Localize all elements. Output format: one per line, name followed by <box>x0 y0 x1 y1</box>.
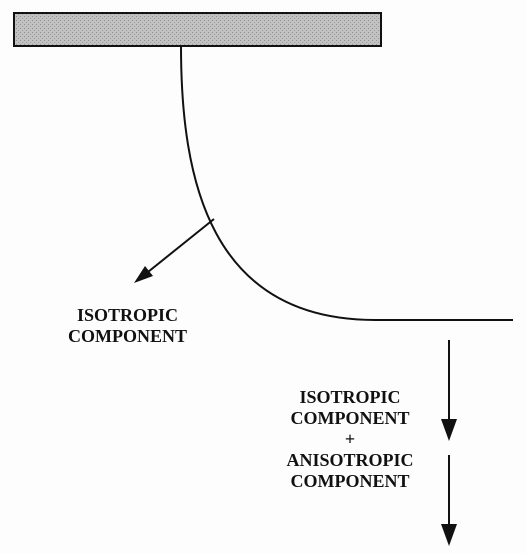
isotropic-label-line-2: COMPONENT <box>68 326 187 346</box>
combined-label-line-3: ANISOTROPIC <box>286 450 414 470</box>
deflection-curve <box>180 45 513 321</box>
combined-arrow-lower <box>441 455 457 546</box>
combined-component-label: ISOTROPIC COMPONENT + ANISOTROPIC COMPON… <box>255 387 445 492</box>
combined-label-line-1: ISOTROPIC <box>299 387 401 407</box>
isotropic-arrow <box>134 218 215 283</box>
isotropic-label-line-1: ISOTROPIC <box>76 305 179 325</box>
combined-label-line-2: COMPONENT <box>290 408 410 428</box>
support-bar <box>13 12 382 47</box>
combined-label-plus: + <box>344 429 356 449</box>
combined-arrow-upper <box>441 340 457 441</box>
combined-label-line-4: COMPONENT <box>290 471 410 491</box>
isotropic-component-label: ISOTROPIC COMPONENT <box>40 305 215 347</box>
